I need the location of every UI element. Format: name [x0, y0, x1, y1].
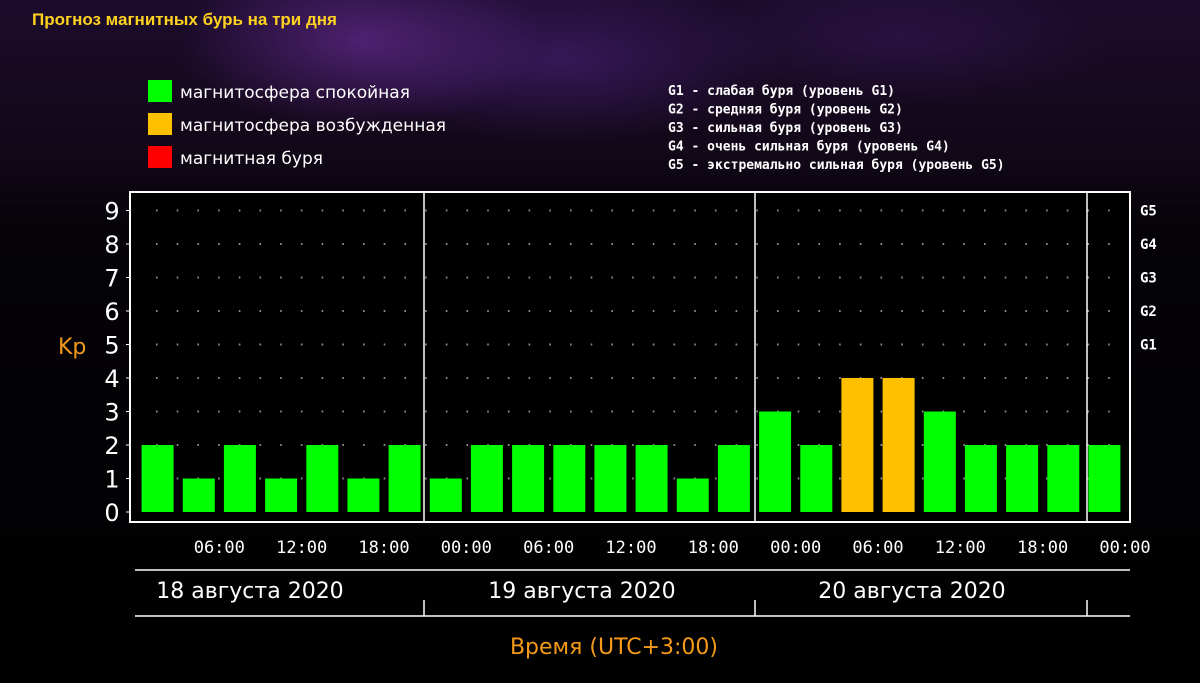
y-tick-label: 4: [104, 365, 119, 393]
g-scale-label: G4: [1140, 237, 1157, 253]
kp-bar: [882, 378, 915, 512]
storm-level-label: G3 - сильная буря (уровень G3): [668, 121, 903, 136]
legend-label: магнитосфера возбужденная: [180, 116, 446, 136]
x-tick-label: 00:00: [770, 538, 821, 558]
g-scale-label: G2: [1140, 304, 1157, 320]
day-label: 18 августа 2020: [156, 579, 343, 604]
kp-bar: [553, 445, 586, 512]
y-tick-label: 5: [104, 332, 119, 360]
legend-label: магнитная буря: [180, 149, 323, 169]
y-tick-label: 8: [104, 231, 119, 259]
storm-level-label: G2 - средняя буря (уровень G2): [668, 103, 903, 118]
kp-bar: [800, 445, 833, 512]
page-title: Прогноз магнитных бурь на три дня: [32, 10, 337, 29]
x-tick-label: 06:00: [852, 538, 903, 558]
kp-bar: [141, 445, 174, 512]
legend-label: магнитосфера спокойная: [180, 83, 410, 103]
storm-level-label: G1 - слабая буря (уровень G1): [668, 84, 895, 99]
g-scale-label: G5: [1140, 204, 1157, 220]
x-tick-label: 00:00: [441, 538, 492, 558]
x-tick-label: 12:00: [605, 538, 656, 558]
x-tick-label: 06:00: [523, 538, 574, 558]
kp-bar: [512, 445, 545, 512]
kp-bar: [594, 445, 627, 512]
g-scale-label: G1: [1140, 338, 1157, 354]
y-tick-label: 2: [104, 432, 119, 460]
kp-bar: [182, 478, 215, 512]
kp-bar: [923, 411, 956, 512]
kp-bar: [388, 445, 421, 512]
storm-level-label: G5 - экстремально сильная буря (уровень …: [668, 158, 1005, 173]
day-label: 20 августа 2020: [818, 579, 1005, 604]
kp-bar: [265, 478, 298, 512]
y-tick-label: 9: [104, 198, 119, 226]
kp-bar: [841, 378, 874, 512]
kp-bar: [347, 478, 380, 512]
x-tick-label: 18:00: [688, 538, 739, 558]
kp-bar: [1047, 445, 1080, 512]
legend-swatch: [148, 80, 172, 102]
kp-bar: [470, 445, 503, 512]
y-axis-title: Kp: [58, 335, 86, 360]
y-tick-label: 3: [104, 399, 119, 427]
day-label: 19 августа 2020: [488, 579, 675, 604]
legend-swatch: [148, 113, 172, 135]
g-scale-label: G3: [1140, 271, 1157, 287]
kp-bar: [429, 478, 462, 512]
kp-bar: [635, 445, 668, 512]
x-tick-label: 18:00: [358, 538, 409, 558]
legend-swatch: [148, 146, 172, 168]
y-tick-label: 0: [104, 499, 119, 527]
kp-bar: [964, 445, 997, 512]
x-tick-label: 06:00: [194, 538, 245, 558]
kp-bar: [676, 478, 709, 512]
kp-bar: [759, 411, 792, 512]
x-tick-label: 12:00: [276, 538, 327, 558]
y-tick-label: 6: [104, 298, 119, 326]
x-tick-label: 18:00: [1017, 538, 1068, 558]
plot-frame: [129, 191, 1131, 523]
kp-bar: [717, 445, 750, 512]
kp-bar: [1088, 445, 1121, 512]
x-tick-label: 00:00: [1099, 538, 1150, 558]
y-tick-label: 1: [104, 466, 119, 494]
storm-level-label: G4 - очень сильная буря (уровень G4): [668, 140, 950, 155]
kp-bar: [1006, 445, 1039, 512]
x-axis-title: Время (UTC+3:00): [510, 635, 718, 660]
kp-bar: [306, 445, 339, 512]
kp-bar: [223, 445, 256, 512]
y-tick-label: 7: [104, 265, 119, 293]
x-tick-label: 12:00: [935, 538, 986, 558]
